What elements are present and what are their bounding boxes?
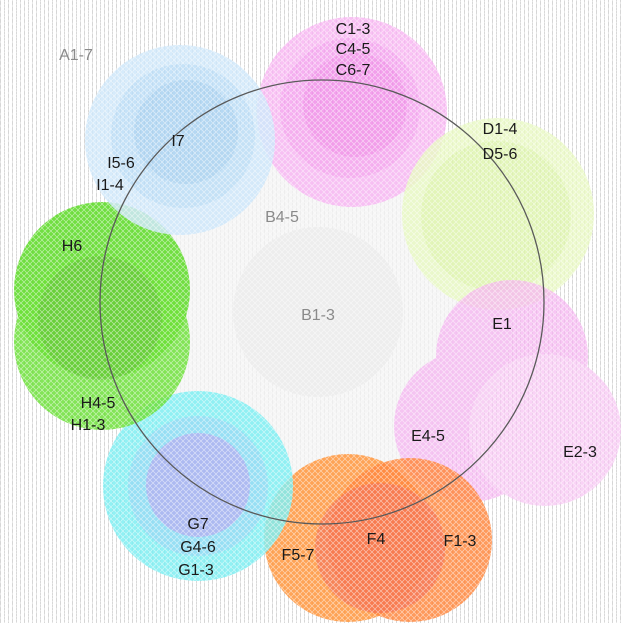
- main-ring: [99, 79, 545, 525]
- label-i2: I5-6: [107, 155, 135, 172]
- label-b2: B4-5: [265, 209, 299, 226]
- label-c3: C6-7: [335, 62, 371, 79]
- label-e2: E2-3: [563, 444, 597, 461]
- label-g3: G7: [187, 516, 209, 533]
- label-c2: C4-5: [335, 41, 371, 58]
- label-f1: F1-3: [443, 533, 477, 550]
- label-h1: H1-3: [70, 417, 106, 434]
- label-a: A1-7: [59, 47, 93, 64]
- label-d1: D1-4: [482, 121, 518, 138]
- label-i1: I1-4: [96, 177, 124, 194]
- label-e3: E4-5: [411, 428, 445, 445]
- label-c1: C1-3: [335, 21, 371, 38]
- label-b1: B1-3: [301, 307, 335, 324]
- label-d2: D5-6: [482, 146, 518, 163]
- label-h3: H6: [61, 238, 83, 255]
- label-f2: F4: [366, 531, 386, 548]
- label-i3: I7: [171, 133, 185, 150]
- label-g1: G1-3: [178, 562, 214, 579]
- label-h2: H4-5: [80, 395, 116, 412]
- label-e1: E1: [492, 316, 512, 333]
- label-g2: G4-6: [180, 539, 216, 556]
- label-f3: F5-7: [281, 547, 315, 564]
